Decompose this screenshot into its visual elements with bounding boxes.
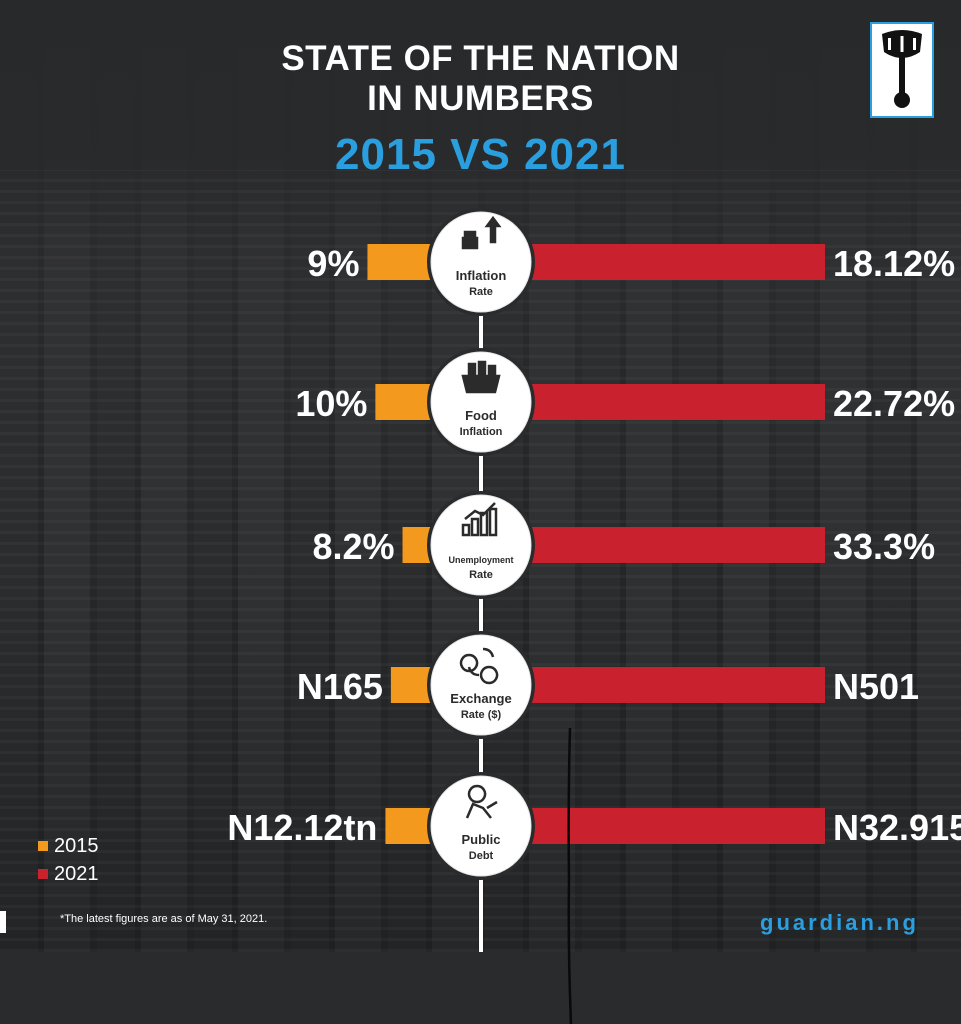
legend-label-2021: 2021 [54,862,99,885]
value-label-2015-row-1: 10% [295,383,367,424]
bar-2021-row-4 [525,808,825,844]
category-circle-row-1 [430,351,532,453]
value-label-2021-row-4: N32.915tn [833,807,961,848]
title-line-2: IN NUMBERS [367,79,594,118]
currency-exchange-icon [459,647,499,685]
brand-url: guardian.ng [760,910,919,935]
category-label-row-1-line-1: Inflation [460,426,503,438]
category-label-row-2-line-1: Rate [469,569,493,581]
coins-percent-icon [461,215,502,250]
value-label-2021-row-2: 33.3% [833,526,935,567]
bar-2021-row-1 [525,384,825,420]
value-label-2015-row-4: N12.12tn [227,807,377,848]
category-label-row-0-line-1: Rate [469,286,493,298]
subtitle: 2015 VS 2021 [335,130,626,179]
edge-mark [0,911,6,933]
footnote: *The latest figures are as of May 31, 20… [60,913,268,925]
category-label-row-2-line-0: Unemployment [448,555,513,565]
category-circle-row-3 [430,634,532,736]
bar-2015-row-0 [367,244,437,280]
category-label-row-3-line-0: Exchange [450,691,511,706]
value-label-2021-row-1: 22.72% [833,383,955,424]
food-basket-icon [461,360,501,394]
value-label-2015-row-3: N165 [297,666,383,707]
category-label-row-1-line-0: Food [465,408,497,423]
lower-blank-area [0,952,961,1024]
category-circle-row-2 [430,494,532,596]
category-label-row-4-line-0: Public [461,832,500,847]
legend-swatch-2015 [38,841,48,851]
category-label-row-0-line-0: Inflation [456,268,507,283]
bar-2021-row-0 [525,244,825,280]
value-label-2015-row-2: 8.2% [312,526,394,567]
bar-2021-row-2 [525,527,825,563]
value-label-2021-row-3: N501 [833,666,919,707]
legend: 2015 2021 [38,832,99,888]
title-line-1: STATE OF THE NATION [281,39,680,78]
legend-item-2021: 2021 [38,860,99,888]
comparison-chart: 9% 18.12% Inflation Rate 10% 22.72% Food Inflat… [227,211,961,952]
legend-swatch-2021 [38,869,48,879]
legend-label-2015: 2015 [54,834,99,857]
bar-2015-row-1 [375,384,437,420]
category-circle-row-4 [430,775,532,877]
bar-2021-row-3 [525,667,825,703]
category-label-row-4-line-1: Debt [469,850,494,862]
growth-chart-icon [461,502,498,537]
category-circle-row-0 [430,211,532,313]
legend-item-2015: 2015 [38,832,99,860]
value-label-2015-row-0: 9% [307,243,359,284]
category-label-row-3-line-1: Rate ($) [461,709,502,721]
debt-burden-icon [465,784,498,819]
guardian-emblem-icon [882,30,922,108]
value-label-2021-row-0: 18.12% [833,243,955,284]
guardian-logo [870,22,934,118]
